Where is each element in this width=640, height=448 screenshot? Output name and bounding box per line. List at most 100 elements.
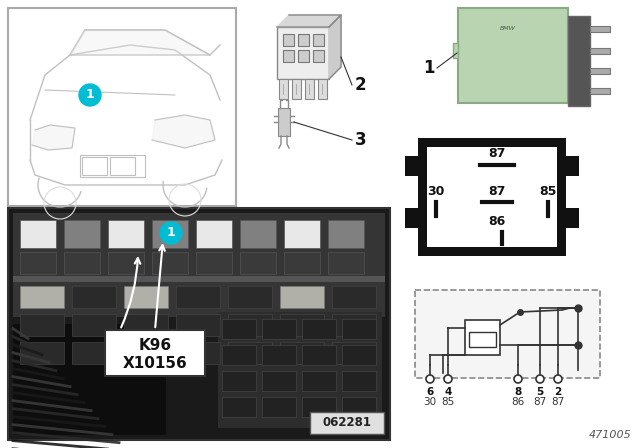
Bar xyxy=(262,319,296,340)
Text: 4: 4 xyxy=(444,387,452,397)
Bar xyxy=(20,314,64,336)
Bar xyxy=(302,319,336,340)
Bar xyxy=(228,342,272,364)
Bar xyxy=(318,79,327,99)
Bar xyxy=(332,314,376,336)
Bar xyxy=(64,252,100,274)
Text: 87: 87 xyxy=(533,397,547,407)
Text: 86: 86 xyxy=(511,397,525,407)
Text: 471005: 471005 xyxy=(589,430,632,440)
Bar xyxy=(8,208,390,440)
Bar xyxy=(458,8,568,103)
Text: 87: 87 xyxy=(488,185,506,198)
Bar xyxy=(298,50,309,62)
Bar xyxy=(283,50,294,62)
Bar xyxy=(590,26,610,32)
Bar xyxy=(262,371,296,392)
Bar xyxy=(72,342,116,364)
Bar xyxy=(20,286,64,308)
Text: 6: 6 xyxy=(426,387,434,397)
Bar xyxy=(20,342,64,364)
Text: 30: 30 xyxy=(428,185,445,198)
Bar xyxy=(284,220,320,248)
Bar xyxy=(218,312,382,428)
Bar xyxy=(72,286,116,308)
Text: 8: 8 xyxy=(515,387,522,397)
Bar xyxy=(152,252,188,274)
Polygon shape xyxy=(152,115,215,148)
Bar xyxy=(13,276,385,282)
Bar xyxy=(342,345,376,366)
Bar xyxy=(566,208,579,228)
Text: BMW: BMW xyxy=(500,26,516,30)
Bar xyxy=(415,290,600,378)
Text: 86: 86 xyxy=(488,215,506,228)
Bar xyxy=(332,342,376,364)
Text: 3: 3 xyxy=(355,131,367,149)
Bar xyxy=(82,157,107,175)
Bar xyxy=(124,286,168,308)
Bar xyxy=(342,319,376,340)
Text: X10156: X10156 xyxy=(123,356,188,370)
Text: 2: 2 xyxy=(355,76,367,94)
Bar xyxy=(228,314,272,336)
Bar xyxy=(418,138,566,256)
Text: 85: 85 xyxy=(540,185,557,198)
Circle shape xyxy=(444,375,452,383)
Bar xyxy=(196,252,232,274)
Polygon shape xyxy=(277,15,341,27)
Bar xyxy=(240,252,276,274)
Bar xyxy=(280,342,324,364)
Bar xyxy=(332,286,376,308)
Bar xyxy=(590,48,610,54)
Bar xyxy=(302,397,336,418)
Bar xyxy=(302,345,336,366)
Bar xyxy=(108,220,144,248)
Bar xyxy=(405,208,418,228)
Text: 2: 2 xyxy=(554,387,562,397)
Bar xyxy=(284,252,320,274)
Circle shape xyxy=(426,375,434,383)
Bar xyxy=(124,286,168,308)
Circle shape xyxy=(160,222,182,244)
Bar xyxy=(262,345,296,366)
Bar xyxy=(590,88,610,94)
Bar xyxy=(280,286,324,308)
Bar xyxy=(279,79,288,99)
Circle shape xyxy=(514,375,522,383)
Text: 87: 87 xyxy=(488,147,506,160)
Bar xyxy=(124,342,168,364)
Text: 1: 1 xyxy=(166,227,175,240)
Bar xyxy=(8,8,236,206)
Bar xyxy=(13,324,166,435)
Text: 87: 87 xyxy=(552,397,564,407)
Bar xyxy=(465,320,500,355)
Text: 062281: 062281 xyxy=(323,417,371,430)
Bar xyxy=(302,371,336,392)
Circle shape xyxy=(554,375,562,383)
Text: K96: K96 xyxy=(138,337,172,353)
Bar xyxy=(305,79,314,99)
Bar xyxy=(176,286,220,308)
Bar xyxy=(405,156,418,176)
Text: 1: 1 xyxy=(424,59,435,77)
Bar xyxy=(105,330,205,376)
Bar xyxy=(64,220,100,248)
Bar xyxy=(313,50,324,62)
Bar xyxy=(110,157,135,175)
Bar xyxy=(469,332,496,347)
Bar xyxy=(280,314,324,336)
Bar xyxy=(298,34,309,46)
Bar xyxy=(20,220,56,248)
Polygon shape xyxy=(70,30,210,55)
Bar xyxy=(568,16,590,106)
Bar xyxy=(20,252,56,274)
Bar xyxy=(108,252,144,274)
Bar xyxy=(228,286,272,308)
Circle shape xyxy=(536,375,544,383)
Text: 5: 5 xyxy=(536,387,543,397)
Bar xyxy=(222,371,256,392)
Bar xyxy=(280,286,324,308)
Bar xyxy=(196,220,232,248)
Bar xyxy=(262,397,296,418)
